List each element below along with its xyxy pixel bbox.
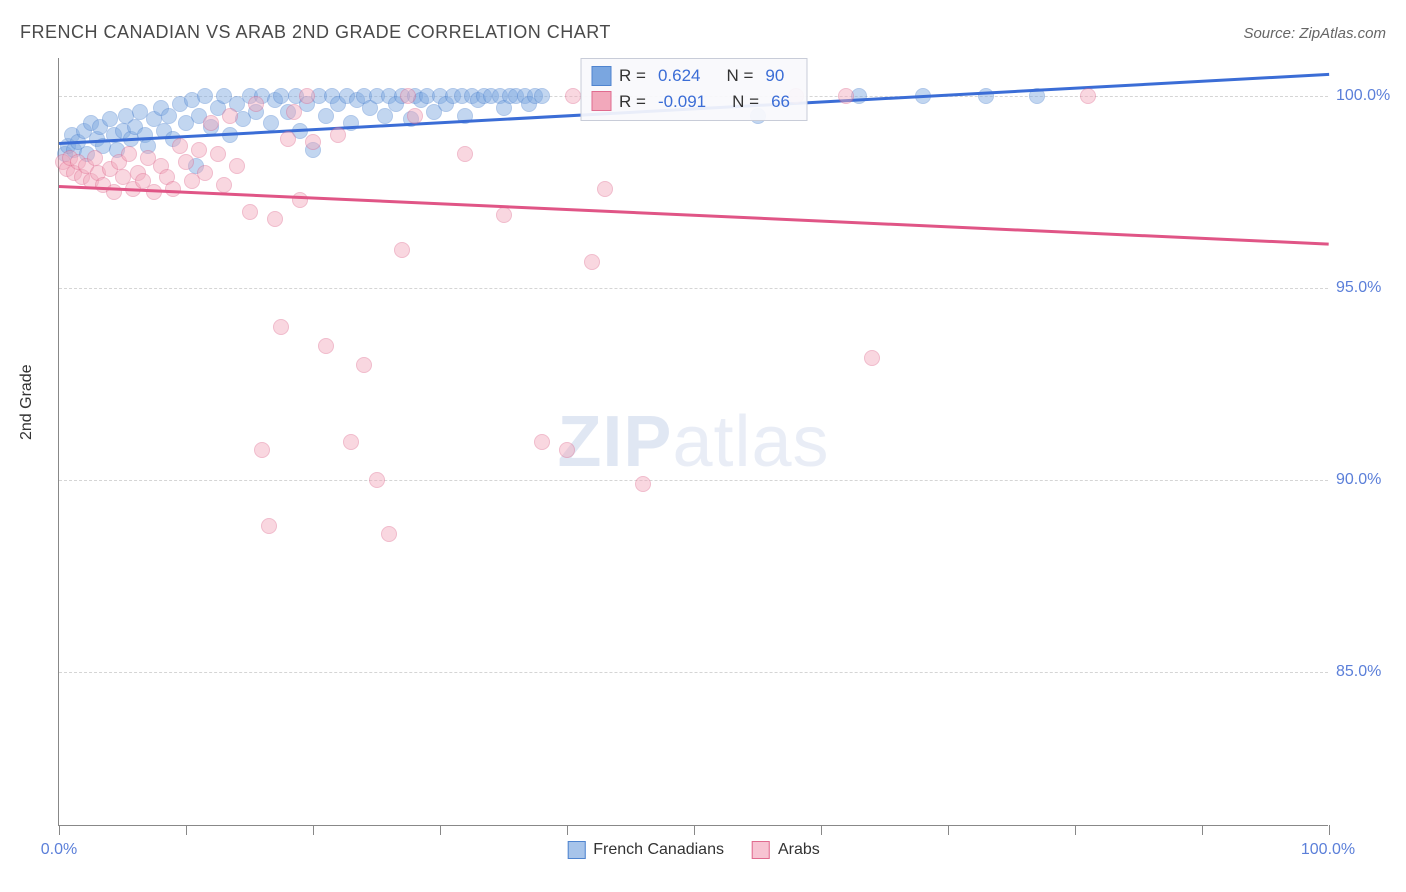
series-legend: French Canadians Arabs xyxy=(567,841,820,859)
data-point xyxy=(261,518,277,534)
data-point xyxy=(330,127,346,143)
x-axis-start-label: 0.0% xyxy=(41,841,77,859)
legend-label: French Canadians xyxy=(593,841,724,858)
data-point xyxy=(229,158,245,174)
data-point xyxy=(121,146,137,162)
plot-area: ZIPatlas 85.0%90.0%95.0%100.0% R =0.624N… xyxy=(58,58,1328,826)
data-point xyxy=(286,104,302,120)
r-value: 0.624 xyxy=(658,63,701,89)
n-label: N = xyxy=(726,63,753,89)
data-point xyxy=(381,526,397,542)
x-tick xyxy=(313,825,314,835)
x-tick xyxy=(567,825,568,835)
data-point xyxy=(146,184,162,200)
data-point xyxy=(242,204,258,220)
r-value: -0.091 xyxy=(658,89,706,115)
data-point xyxy=(273,88,289,104)
y-tick-label: 90.0% xyxy=(1336,471,1396,489)
x-axis-end-label: 100.0% xyxy=(1301,841,1355,859)
data-point xyxy=(263,115,279,131)
x-tick xyxy=(59,825,60,835)
data-point xyxy=(838,88,854,104)
data-point xyxy=(248,96,264,112)
data-point xyxy=(191,142,207,158)
x-tick xyxy=(694,825,695,835)
data-point xyxy=(496,207,512,223)
data-point xyxy=(565,88,581,104)
data-point xyxy=(635,476,651,492)
data-point xyxy=(203,115,219,131)
x-tick xyxy=(1202,825,1203,835)
chart-title: FRENCH CANADIAN VS ARAB 2ND GRADE CORREL… xyxy=(20,22,611,43)
x-tick xyxy=(1075,825,1076,835)
y-tick-label: 100.0% xyxy=(1336,87,1396,105)
data-point xyxy=(267,211,283,227)
data-point xyxy=(299,88,315,104)
data-point xyxy=(178,154,194,170)
data-point xyxy=(343,434,359,450)
data-point xyxy=(292,192,308,208)
n-value: 66 xyxy=(771,89,790,115)
x-tick xyxy=(440,825,441,835)
data-point xyxy=(280,131,296,147)
gridline xyxy=(59,288,1328,289)
gridline xyxy=(59,672,1328,673)
data-point xyxy=(1080,88,1096,104)
data-point xyxy=(534,88,550,104)
x-tick xyxy=(821,825,822,835)
gridline xyxy=(59,480,1328,481)
data-point xyxy=(457,146,473,162)
data-point xyxy=(254,442,270,458)
n-value: 90 xyxy=(765,63,784,89)
data-point xyxy=(305,134,321,150)
data-point xyxy=(394,242,410,258)
source-attribution: Source: ZipAtlas.com xyxy=(1243,25,1386,42)
y-tick-label: 85.0% xyxy=(1336,663,1396,681)
data-point xyxy=(165,181,181,197)
data-point xyxy=(87,150,103,166)
x-tick xyxy=(948,825,949,835)
y-axis-label: 2nd Grade xyxy=(18,364,36,440)
data-point xyxy=(369,472,385,488)
data-point xyxy=(318,338,334,354)
r-label: R = xyxy=(619,89,646,115)
legend-swatch xyxy=(567,841,585,859)
legend-swatch xyxy=(591,91,611,111)
data-point xyxy=(210,146,226,162)
legend-item: French Canadians xyxy=(567,841,724,859)
data-point xyxy=(222,108,238,124)
legend-label: Arabs xyxy=(778,841,820,858)
data-point xyxy=(273,319,289,335)
data-point xyxy=(864,350,880,366)
data-point xyxy=(216,177,232,193)
data-point xyxy=(400,88,416,104)
data-point xyxy=(597,181,613,197)
x-tick xyxy=(1329,825,1330,835)
data-point xyxy=(407,108,423,124)
y-tick-label: 95.0% xyxy=(1336,279,1396,297)
data-point xyxy=(318,108,334,124)
legend-swatch xyxy=(591,66,611,86)
data-point xyxy=(356,357,372,373)
x-tick xyxy=(186,825,187,835)
stats-legend-row: R = -0.091 N = 66 xyxy=(591,89,790,115)
data-point xyxy=(197,165,213,181)
legend-item: Arabs xyxy=(752,841,820,859)
data-point xyxy=(559,442,575,458)
stats-legend: R =0.624N =90R =-0.091N =66 xyxy=(580,58,807,121)
data-point xyxy=(584,254,600,270)
n-label: N = xyxy=(732,89,759,115)
legend-swatch xyxy=(752,841,770,859)
data-point xyxy=(172,138,188,154)
data-point xyxy=(534,434,550,450)
r-label: R = xyxy=(619,63,646,89)
stats-legend-row: R = 0.624 N = 90 xyxy=(591,63,790,89)
